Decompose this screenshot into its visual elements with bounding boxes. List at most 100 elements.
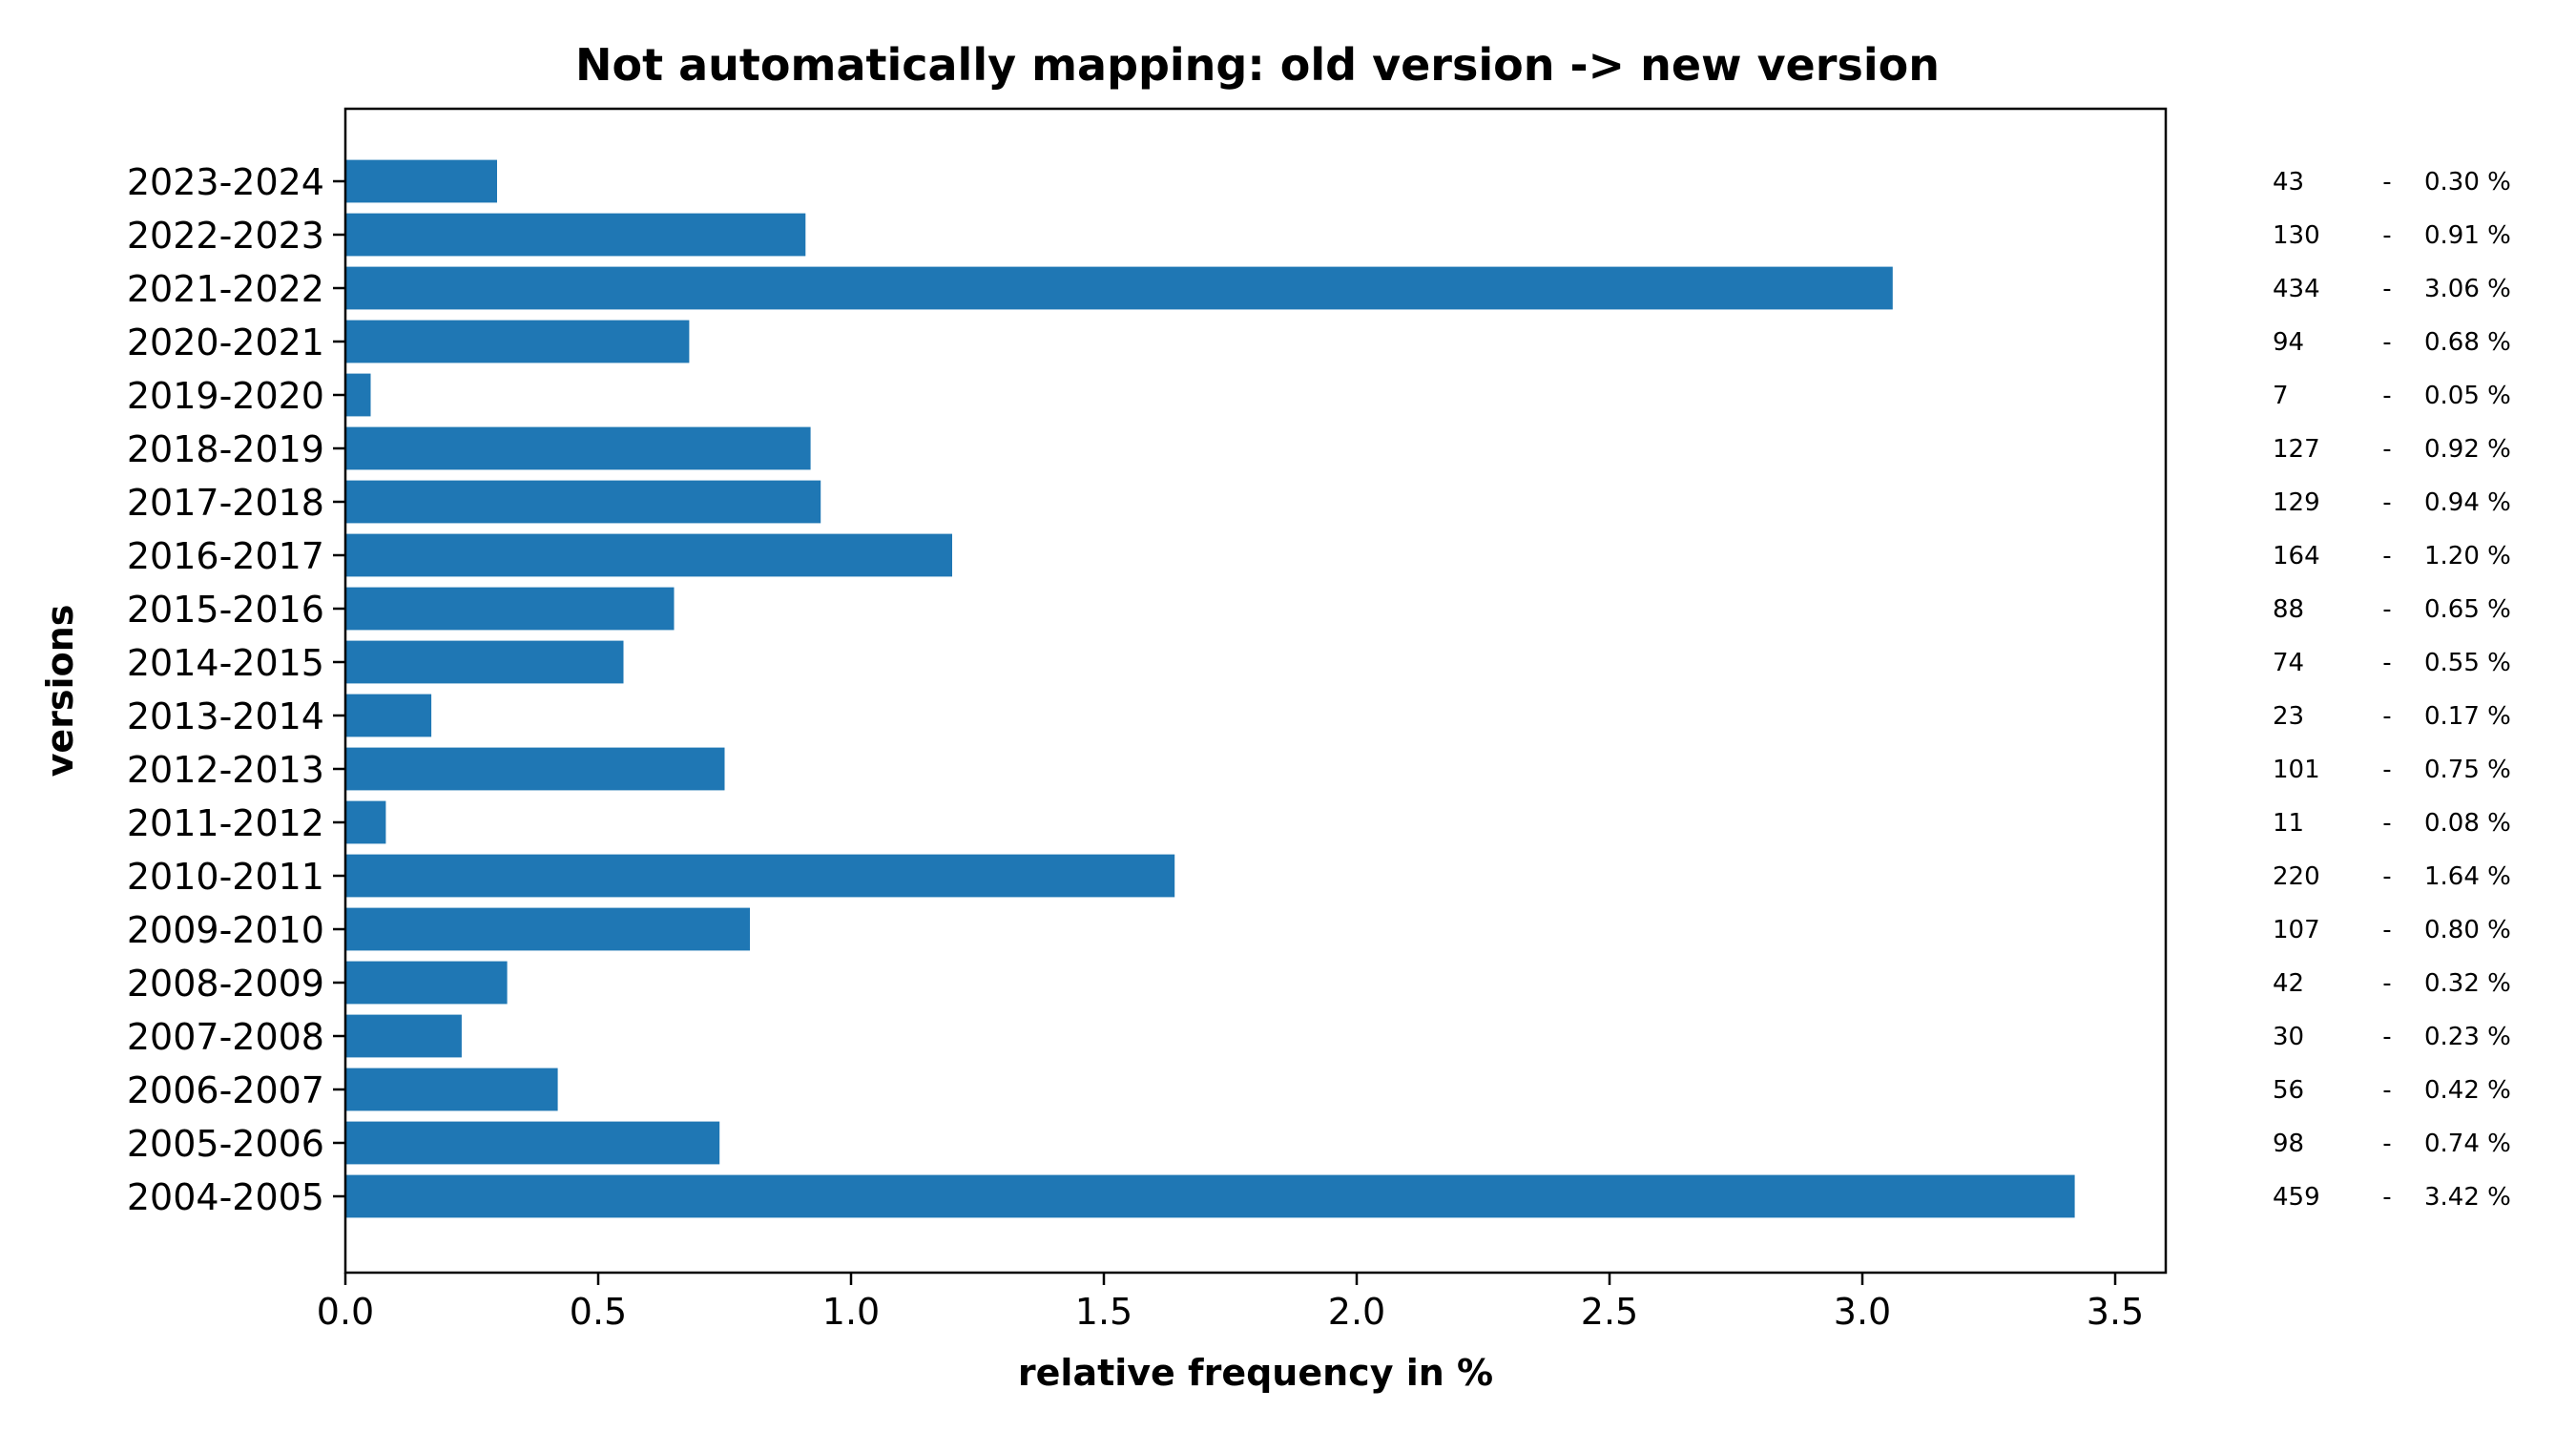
bar-2013-2014 (345, 694, 432, 737)
x-axis-label: relative frequency in % (1018, 1352, 1493, 1394)
bars-group (345, 159, 2075, 1218)
bar-2016-2017 (345, 533, 952, 577)
y-tick-label: 2012-2013 (127, 749, 324, 791)
annotation-percent: 0.17 % (2424, 702, 2511, 731)
annotation-count: 74 (2273, 649, 2304, 677)
bar-2006-2007 (345, 1068, 558, 1111)
annotation-separator: - (2382, 488, 2391, 517)
bar-2008-2009 (345, 961, 508, 1005)
annotation-count: 43 (2273, 168, 2304, 197)
x-ticks-group: 0.0 0.5 1.0 1.5 2.0 2.5 3.0 3.5 (317, 1273, 2144, 1333)
annotation-separator: - (2382, 969, 2391, 998)
annotation-count: 459 (2273, 1183, 2320, 1212)
annotation-percent: 0.05 % (2424, 382, 2511, 410)
annotation-count: 42 (2273, 969, 2304, 998)
annotation-count: 30 (2273, 1023, 2304, 1051)
annotation-separator: - (2382, 756, 2391, 784)
annotation-count: 164 (2273, 542, 2320, 570)
annotation-percent: 0.74 % (2424, 1130, 2511, 1158)
x-tick-label: 2.0 (1328, 1291, 1385, 1333)
annotation-separator: - (2382, 275, 2391, 303)
annotation-separator: - (2382, 1183, 2391, 1212)
annotation-percent: 0.92 % (2424, 435, 2511, 464)
annotation-percent: 0.23 % (2424, 1023, 2511, 1051)
annotation-percent: 0.68 % (2424, 328, 2511, 357)
y-tick-label: 2006-2007 (127, 1069, 324, 1111)
y-tick-label: 2021-2022 (127, 268, 324, 310)
bar-2005-2006 (345, 1121, 720, 1165)
annotation-percent: 0.08 % (2424, 809, 2511, 838)
bar-2015-2016 (345, 587, 675, 631)
annotation-count: 23 (2273, 702, 2304, 731)
annotation-percent: 0.80 % (2424, 916, 2511, 944)
annotation-separator: - (2382, 221, 2391, 250)
bar-2018-2019 (345, 426, 811, 470)
annotation-count: 98 (2273, 1130, 2304, 1158)
y-tick-label: 2017-2018 (127, 482, 324, 524)
annotation-percent: 3.42 % (2424, 1183, 2511, 1212)
y-tick-label: 2016-2017 (127, 535, 324, 577)
annotation-separator: - (2382, 702, 2391, 731)
bar-2022-2023 (345, 213, 806, 257)
x-tick-label: 1.5 (1075, 1291, 1132, 1333)
annotation-separator: - (2382, 649, 2391, 677)
bar-2009-2010 (345, 907, 750, 951)
x-tick-label: 0.0 (317, 1291, 374, 1333)
chart-title: Not automatically mapping: old version -… (575, 39, 1940, 91)
plot-frame (343, 107, 2168, 1275)
bar-2004-2005 (345, 1174, 2075, 1218)
annotation-percent: 3.06 % (2424, 275, 2511, 303)
y-axis-label: versions (39, 605, 81, 778)
annotation-percent: 0.32 % (2424, 969, 2511, 998)
annotation-count: 7 (2273, 382, 2289, 410)
x-tick-label: 3.0 (1834, 1291, 1891, 1333)
annotation-separator: - (2382, 542, 2391, 570)
annotation-percent: 0.91 % (2424, 221, 2511, 250)
y-tick-label: 2005-2006 (127, 1123, 324, 1165)
annotation-count: 101 (2273, 756, 2320, 784)
y-ticks-group: 2023-2024 2022-2023 2021-2022 2020-2021 2019… (127, 161, 345, 1218)
bar-2021-2022 (345, 266, 1893, 310)
y-tick-label: 2019-2020 (127, 375, 324, 417)
annotation-percent: 1.64 % (2424, 862, 2511, 891)
annotation-percent: 1.20 % (2424, 542, 2511, 570)
annotation-percent: 0.55 % (2424, 649, 2511, 677)
bar-2007-2008 (345, 1014, 462, 1058)
x-tick-label: 2.5 (1581, 1291, 1638, 1333)
annotation-count: 107 (2273, 916, 2320, 944)
annotation-percent: 0.42 % (2424, 1076, 2511, 1105)
annotation-count: 56 (2273, 1076, 2304, 1105)
y-tick-label: 2008-2009 (127, 963, 324, 1005)
annotation-separator: - (2382, 1076, 2391, 1105)
annotation-percent: 0.30 % (2424, 168, 2511, 197)
annotation-count: 129 (2273, 488, 2320, 517)
bar-2014-2015 (345, 640, 624, 684)
annotation-separator: - (2382, 435, 2391, 464)
bar-2012-2013 (345, 747, 725, 791)
annotation-count: 434 (2273, 275, 2320, 303)
bar-2023-2024 (345, 159, 497, 203)
annotation-count: 94 (2273, 328, 2304, 357)
annotation-separator: - (2382, 168, 2391, 197)
annotation-percent: 0.94 % (2424, 488, 2511, 517)
annotation-separator: - (2382, 595, 2391, 624)
annotation-count: 11 (2273, 809, 2304, 838)
y-tick-label: 2004-2005 (127, 1176, 324, 1218)
annotation-count: 130 (2273, 221, 2320, 250)
annotation-separator: - (2382, 809, 2391, 838)
bar-2010-2011 (345, 854, 1175, 898)
x-tick-label: 1.0 (822, 1291, 880, 1333)
y-tick-label: 2007-2008 (127, 1016, 324, 1058)
y-tick-label: 2011-2012 (127, 802, 324, 844)
x-tick-label: 3.5 (2087, 1291, 2144, 1333)
annotation-count: 220 (2273, 862, 2320, 891)
annotation-separator: - (2382, 328, 2391, 357)
annotation-separator: - (2382, 916, 2391, 944)
annotation-separator: - (2382, 1023, 2391, 1051)
bar-2019-2020 (345, 373, 371, 417)
annotation-separator: - (2382, 862, 2391, 891)
annotation-count: 88 (2273, 595, 2304, 624)
annotation-count: 127 (2273, 435, 2320, 464)
bar-2017-2018 (345, 480, 821, 524)
